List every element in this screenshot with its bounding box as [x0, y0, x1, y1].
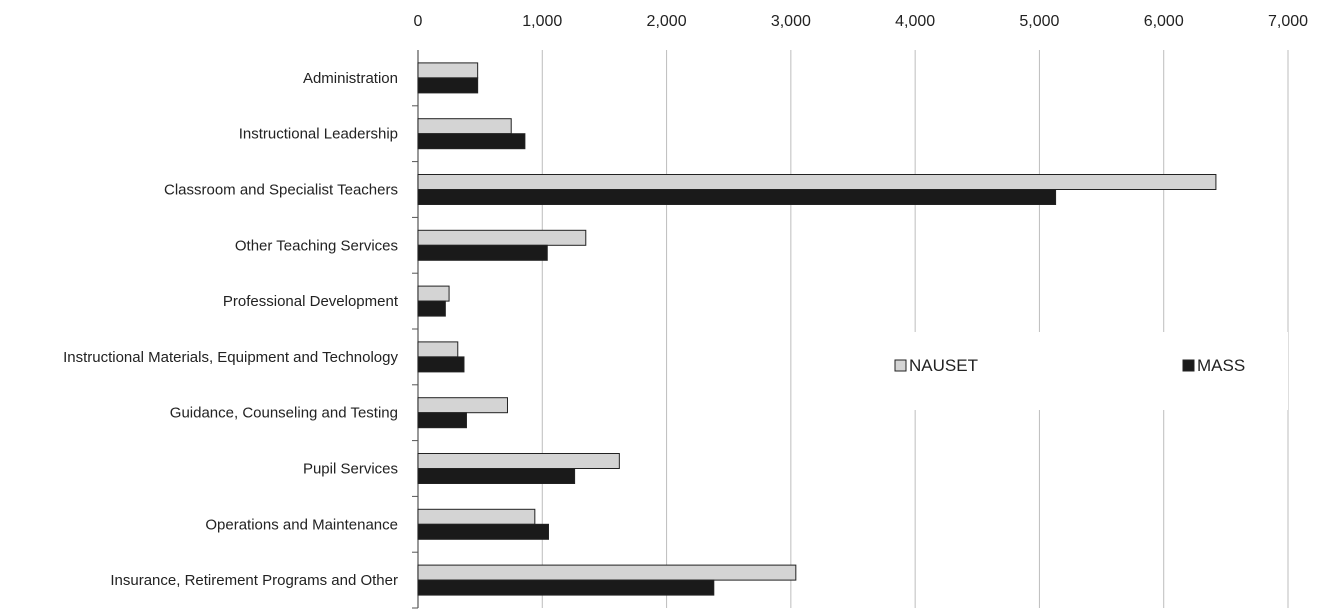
bar-mass [417, 189, 1057, 205]
category-label: Classroom and Specialist Teachers [164, 182, 398, 199]
bar-mass [417, 412, 467, 429]
legend: NAUSET MASS [840, 332, 1288, 410]
category-labels: Administration Instructional Leadership Cl… [63, 70, 399, 589]
category-label: Instructional Leadership [239, 126, 398, 143]
grid-lines [412, 50, 1289, 609]
bar-mass [417, 244, 548, 261]
bars [417, 62, 1217, 596]
bar-mass [417, 356, 465, 373]
category-label: Administration [303, 70, 398, 87]
bar-nauset [417, 453, 620, 469]
bar-nauset [417, 118, 512, 135]
x-axis-ticks: 0 1,000 2,000 3,000 4,000 5,000 6,000 7,000 [414, 13, 1309, 30]
bar-nauset [417, 285, 450, 302]
x-tick-label: 1,000 [522, 13, 562, 30]
bar-mass [417, 133, 526, 150]
x-tick-label: 6,000 [1144, 13, 1184, 30]
legend-label-nauset: NAUSET [909, 356, 978, 375]
bar-nauset [417, 229, 587, 246]
bar-nauset [417, 508, 536, 525]
legend-label-mass: MASS [1197, 356, 1245, 375]
x-tick-label: 4,000 [895, 13, 935, 30]
x-tick-label: 7,000 [1268, 13, 1308, 30]
bar-mass [417, 468, 576, 484]
x-tick-label: 3,000 [771, 13, 811, 30]
bar-nauset [417, 174, 1217, 190]
category-label: Professional Development [223, 293, 399, 310]
bar-mass [417, 523, 549, 540]
category-label: Other Teaching Services [235, 237, 398, 254]
x-tick-label: 5,000 [1019, 13, 1059, 30]
category-label: Instructional Materials, Equipment and T… [63, 349, 398, 366]
category-label: Pupil Services [303, 461, 398, 478]
x-tick-label: 2,000 [647, 13, 687, 30]
legend-swatch-mass [1182, 359, 1195, 372]
bar-mass [417, 579, 715, 596]
category-label: Guidance, Counseling and Testing [170, 405, 398, 422]
bar-mass [417, 77, 479, 94]
bar-nauset [417, 564, 797, 581]
bar-nauset [417, 397, 508, 414]
category-label: Insurance, Retirement Programs and Other [110, 572, 398, 589]
category-label: Operations and Maintenance [205, 516, 398, 533]
bar-nauset [417, 62, 479, 79]
legend-background [840, 332, 1288, 410]
legend-swatch-nauset [894, 359, 907, 372]
x-tick-label: 0 [414, 13, 423, 30]
bar-mass [417, 300, 446, 317]
bar-nauset [417, 341, 459, 358]
